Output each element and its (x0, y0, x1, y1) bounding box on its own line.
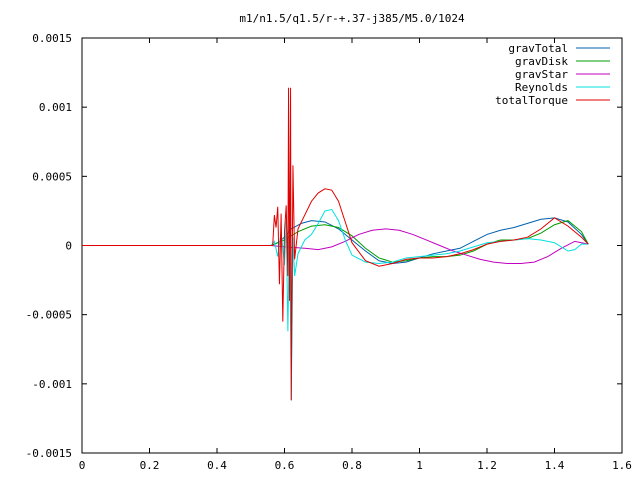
x-tick-label: 1.2 (477, 459, 497, 472)
x-tick-label: 1 (416, 459, 423, 472)
series-line-totalTorque (82, 87, 589, 401)
y-tick-label: -0.0005 (26, 309, 72, 322)
legend-label-totalTorque: totalTorque (495, 94, 568, 107)
legend-label-gravStar: gravStar (515, 68, 568, 81)
series-line-gravDisk (82, 220, 589, 263)
x-tick-label: 1.6 (612, 459, 632, 472)
y-tick-label: 0 (65, 240, 72, 253)
legend: gravTotalgravDiskgravStarReynoldstotalTo… (495, 42, 610, 107)
x-tick-label: 0.2 (140, 459, 160, 472)
legend-label-gravDisk: gravDisk (515, 55, 568, 68)
x-tick-label: 0.8 (342, 459, 362, 472)
x-tick-label: 0 (79, 459, 86, 472)
series-line-gravStar (82, 228, 589, 264)
x-tick-label: 1.4 (545, 459, 565, 472)
axes: 0 0.2 0.4 0.6 0.8 1 1.2 1.4 1.6 -0.0015 -0.001 -0.0… (26, 32, 632, 472)
x-tick-label: 0.4 (207, 459, 227, 472)
y-tick-label: -0.0015 (26, 447, 72, 460)
y-tick-label: -0.001 (32, 378, 72, 391)
legend-label-gravTotal: gravTotal (508, 42, 568, 55)
chart-title: m1/n1.5/q1.5/r-+.37-j385/M5.0/1024 (239, 12, 465, 25)
y-tick-label: 0.0005 (32, 170, 72, 183)
series-line-Reynolds (82, 208, 589, 401)
series-layer (82, 87, 589, 401)
x-tick-label: 0.6 (275, 459, 295, 472)
series-line-gravTotal (82, 217, 589, 264)
y-tick-label: 0.001 (39, 101, 72, 114)
legend-label-Reynolds: Reynolds (515, 81, 568, 94)
y-tick-label: 0.0015 (32, 32, 72, 45)
